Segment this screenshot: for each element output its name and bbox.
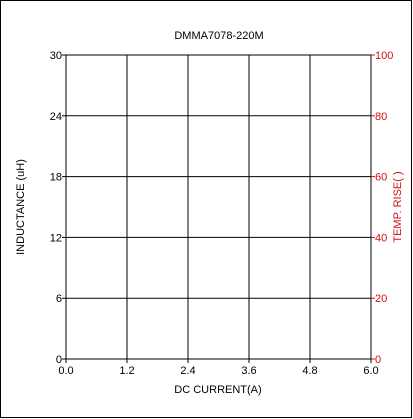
x-tick-label: 6.0 <box>363 365 378 377</box>
plot-area-border <box>65 54 372 360</box>
y-left-tick-label: 18 <box>50 172 62 184</box>
y-left-tick-label: 24 <box>50 111 62 123</box>
x-tick-label: 0.0 <box>58 365 73 377</box>
x-tick-label: 2.4 <box>180 365 195 377</box>
y-right-tick-label: 60 <box>375 172 387 184</box>
y-left-tick-label: 0 <box>56 354 62 366</box>
y-right-tick-label: 40 <box>375 232 387 244</box>
y-right-axis-title: TEMP. RISE( ) <box>392 171 404 242</box>
grid-layer <box>66 55 371 359</box>
y-right-tick-label: 100 <box>375 50 393 62</box>
y-right-tick-label: 20 <box>375 293 387 305</box>
x-axis-title: DC CURRENT(A) <box>174 384 261 396</box>
y-right-tick-label: 0 <box>375 354 381 366</box>
y-right-tick-label: 80 <box>375 111 387 123</box>
x-tick-label: 3.6 <box>241 365 256 377</box>
chart-title: DMMA7078-220M <box>174 30 263 42</box>
y-left-tick-label: 30 <box>50 50 62 62</box>
y-left-axis-title: INDUCTANCE (uH) <box>15 159 27 255</box>
x-tick-label: 1.2 <box>119 365 134 377</box>
x-tick-label: 4.8 <box>302 365 317 377</box>
y-left-tick-label: 12 <box>50 232 62 244</box>
y-left-tick-label: 6 <box>56 293 62 305</box>
